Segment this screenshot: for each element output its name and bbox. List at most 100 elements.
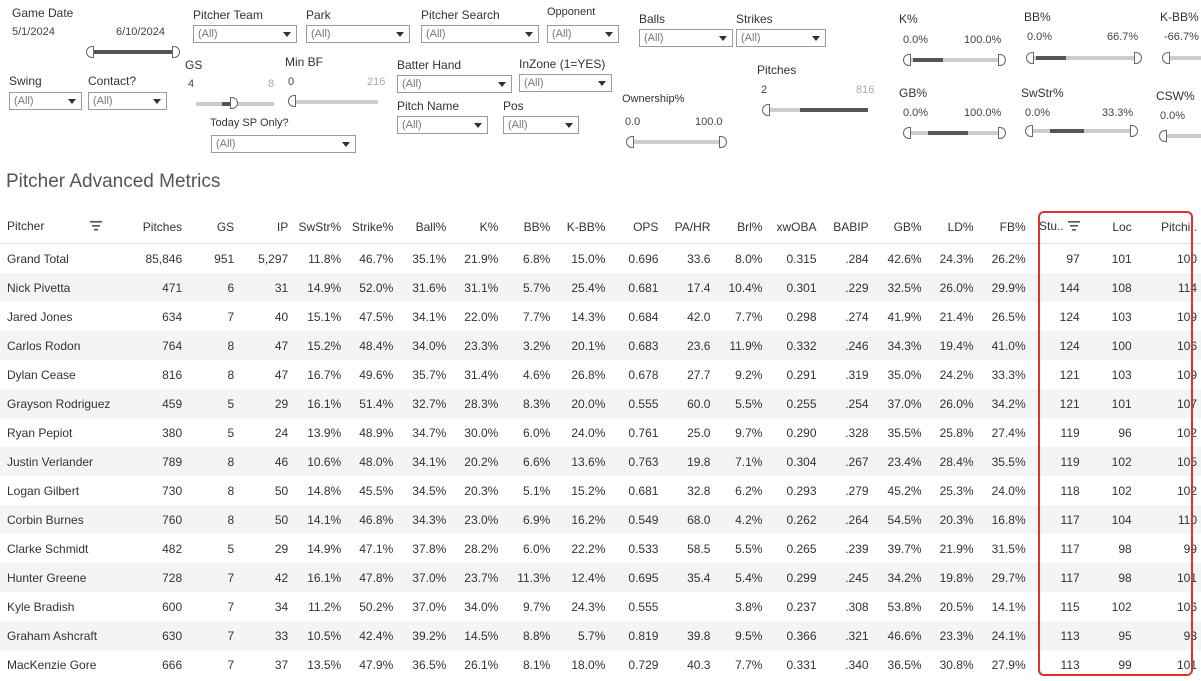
table-row[interactable]: Ryan Pepiot 380 5 24 13.9% 48.9% 34.7% 30.0% 6.0… bbox=[0, 418, 1201, 447]
column-header[interactable]: Strike% bbox=[345, 210, 398, 244]
sort-icon[interactable] bbox=[90, 220, 103, 234]
column-header[interactable]: PA/HR bbox=[662, 210, 715, 244]
table-cell: 31.6% bbox=[397, 273, 451, 302]
table-row[interactable]: Grayson Rodriguez 459 5 29 16.1% 51.4% 32.7% 28… bbox=[0, 389, 1201, 418]
column-header[interactable]: OPS bbox=[609, 210, 663, 244]
column-header[interactable]: K% bbox=[450, 210, 503, 244]
column-header[interactable]: IP bbox=[238, 210, 293, 244]
inzone-dropdown[interactable]: (All) bbox=[519, 74, 612, 92]
balls-dropdown[interactable]: (All) bbox=[639, 29, 733, 47]
table-cell: Hunter Greene bbox=[0, 563, 127, 592]
column-header[interactable]: Ball% bbox=[397, 210, 451, 244]
table-row[interactable]: Logan Gilbert 730 8 50 14.8% 45.5% 34.5% 20.3% 5… bbox=[0, 476, 1201, 505]
table-cell: 109 bbox=[1176, 309, 1197, 324]
pitcher-team-dropdown[interactable]: (All) bbox=[193, 25, 297, 43]
bb-pct-min: 0.0% bbox=[1027, 31, 1053, 43]
k-pct-max-handle[interactable] bbox=[998, 54, 1006, 66]
min-bf-track[interactable] bbox=[292, 100, 378, 104]
sort-icon[interactable] bbox=[1067, 220, 1080, 234]
game-date-max-handle[interactable] bbox=[172, 46, 180, 58]
column-header[interactable]: BABIP bbox=[820, 210, 873, 244]
gs-max: 8 bbox=[268, 78, 275, 90]
table-cell: 634 bbox=[162, 309, 183, 324]
swstr-pct-max-handle[interactable] bbox=[1130, 125, 1138, 137]
park-dropdown[interactable]: (All) bbox=[306, 25, 410, 43]
table-cell: Nick Pivetta bbox=[0, 273, 127, 302]
table-row[interactable]: Hunter Greene 728 7 42 16.1% 47.8% 37.0% 23.7% 1… bbox=[0, 563, 1201, 592]
column-header[interactable]: Pitcher bbox=[0, 210, 127, 244]
swstr-pct-min-handle[interactable] bbox=[1025, 125, 1033, 137]
gb-pct-max-handle[interactable] bbox=[998, 127, 1006, 139]
table-cell: .328 bbox=[845, 425, 869, 440]
column-header[interactable]: Stu.. bbox=[1029, 210, 1084, 244]
table-row[interactable]: Clarke Schmidt 482 5 29 14.9% 47.1% 37.8% 28.2%… bbox=[0, 534, 1201, 563]
column-header[interactable]: GB% bbox=[872, 210, 926, 244]
column-header[interactable]: GS bbox=[186, 210, 239, 244]
table-row[interactable]: Justin Verlander 789 8 46 10.6% 48.0% 34.1% 20.… bbox=[0, 447, 1201, 476]
table-cell: 8 bbox=[186, 505, 239, 534]
k-bb-pct-track[interactable] bbox=[1166, 56, 1201, 60]
csw-pct-track[interactable] bbox=[1163, 134, 1201, 138]
ownership-min-handle[interactable] bbox=[626, 136, 634, 148]
table-body: Grand Total 85,846 951 5,297 11.8% 46.7% 35.1%… bbox=[0, 244, 1201, 680]
bb-pct-max-handle[interactable] bbox=[1134, 52, 1142, 64]
opponent-dropdown[interactable]: (All) bbox=[547, 25, 619, 43]
column-header[interactable]: Loc bbox=[1083, 210, 1136, 244]
csw-pct-min-handle[interactable] bbox=[1159, 130, 1167, 142]
k-pct-track[interactable] bbox=[907, 58, 1003, 62]
min-bf-min-handle[interactable] bbox=[288, 95, 296, 107]
table-cell: 0.695 bbox=[609, 563, 663, 592]
gb-pct-min-handle[interactable] bbox=[903, 127, 911, 139]
pos-dropdown[interactable]: (All) bbox=[503, 116, 579, 134]
table-row[interactable]: MacKenzie Gore 666 7 37 13.5% 47.9% 36.5% 26.1%… bbox=[0, 650, 1201, 679]
batter-hand-dropdown[interactable]: (All) bbox=[397, 75, 512, 93]
column-header[interactable]: FB% bbox=[977, 210, 1030, 244]
bb-pct-track[interactable] bbox=[1030, 56, 1138, 60]
table-cell: 20.3% bbox=[464, 483, 499, 498]
pitches-min-handle[interactable] bbox=[762, 104, 770, 116]
gs-max-handle[interactable] bbox=[230, 97, 238, 109]
column-header[interactable]: SwStr% bbox=[292, 210, 346, 244]
ownership-track[interactable] bbox=[630, 140, 724, 144]
column-header[interactable]: Brl% bbox=[714, 210, 767, 244]
table-cell: 102 bbox=[1111, 599, 1132, 614]
contact-dropdown[interactable]: (All) bbox=[88, 92, 167, 110]
column-header[interactable]: Pitchi.. bbox=[1135, 210, 1201, 244]
table-row[interactable]: Corbin Burnes 760 8 50 14.1% 46.8% 34.3% 23.0% 6… bbox=[0, 505, 1201, 534]
k-pct-max: 100.0% bbox=[964, 34, 1002, 46]
table-row[interactable]: Jared Jones 634 7 40 15.1% 47.5% 34.1% 22.0% 7.7… bbox=[0, 302, 1201, 331]
column-header[interactable]: LD% bbox=[925, 210, 978, 244]
table-cell: 144 bbox=[1029, 273, 1084, 302]
k-bb-pct-min-handle[interactable] bbox=[1162, 52, 1170, 64]
table-cell: 28.2% bbox=[464, 541, 499, 556]
table-row[interactable]: Dylan Cease 816 8 47 16.7% 49.6% 35.7% 31.4% 4.6… bbox=[0, 360, 1201, 389]
table-cell: 32.8 bbox=[687, 483, 711, 498]
table-cell: 113 bbox=[1060, 657, 1080, 672]
pitch-name-dropdown[interactable]: (All) bbox=[397, 116, 488, 134]
column-header-label: GB% bbox=[893, 219, 922, 234]
game-date-min-handle[interactable] bbox=[86, 46, 94, 58]
table-cell: 26.8% bbox=[571, 367, 606, 382]
swing-dropdown[interactable]: (All) bbox=[9, 92, 82, 110]
k-pct-min-handle[interactable] bbox=[903, 54, 911, 66]
bb-pct-min-handle[interactable] bbox=[1026, 52, 1034, 64]
table-row[interactable]: Nick Pivetta 471 6 31 14.9% 52.0% 31.6% 31.1% 5.… bbox=[0, 273, 1201, 302]
table-cell: 14.9% bbox=[292, 273, 346, 302]
column-header[interactable]: xwOBA bbox=[766, 210, 821, 244]
pitch-name-label: Pitch Name bbox=[397, 99, 460, 113]
column-header[interactable]: BB% bbox=[502, 210, 555, 244]
table-cell: .308 bbox=[845, 599, 869, 614]
grand-total-row[interactable]: Grand Total 85,846 951 5,297 11.8% 46.7% 35.1%… bbox=[0, 244, 1201, 274]
strikes-dropdown[interactable]: (All) bbox=[736, 29, 826, 47]
table-row[interactable]: Carlos Rodon 764 8 47 15.2% 48.4% 34.0% 23.3% 3.… bbox=[0, 331, 1201, 360]
table-cell: 26.1% bbox=[464, 657, 499, 672]
table-cell: 7 bbox=[186, 621, 239, 650]
table-row[interactable]: Graham Ashcraft 630 7 33 10.5% 42.4% 39.2% 14.5… bbox=[0, 621, 1201, 650]
today-sp-dropdown[interactable]: (All) bbox=[211, 135, 356, 153]
table-row[interactable]: Kyle Bradish 600 7 34 11.2% 50.2% 37.0% 34.0% 9.… bbox=[0, 592, 1201, 621]
ownership-max-handle[interactable] bbox=[719, 136, 727, 148]
pitcher-search-dropdown[interactable]: (All) bbox=[421, 25, 539, 43]
column-header[interactable]: Pitches bbox=[126, 210, 187, 244]
table-cell: 5 bbox=[227, 541, 235, 556]
column-header[interactable]: K-BB% bbox=[554, 210, 610, 244]
